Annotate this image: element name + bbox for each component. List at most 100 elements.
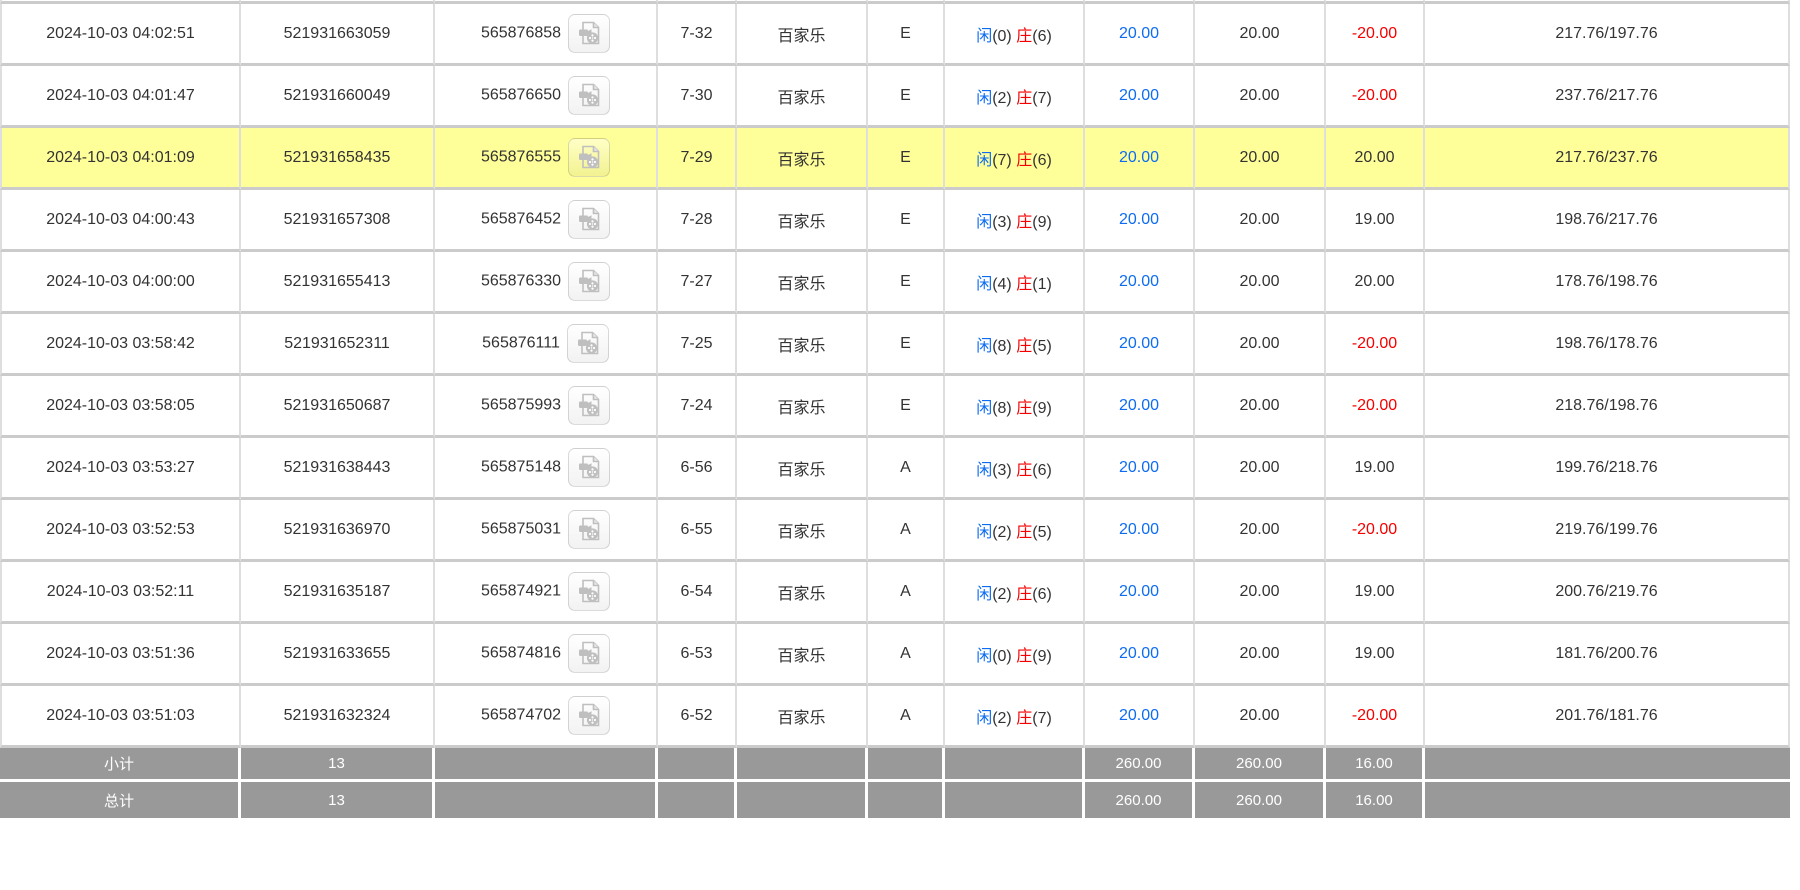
- summary-bet-amount-cell: 260.00: [1195, 782, 1326, 818]
- round-number-cell: 6-55: [658, 500, 737, 562]
- player-label: 闲: [976, 399, 993, 417]
- bet-time-cell: 2024-10-03 03:51:03: [0, 686, 241, 748]
- valid-bet-link[interactable]: 20.00: [1085, 624, 1195, 686]
- video-replay-button[interactable]: [566, 324, 609, 363]
- player-score: (0): [992, 647, 1012, 665]
- win-loss-cell: -20.00: [1326, 4, 1425, 66]
- player-score: (2): [992, 523, 1012, 541]
- win-loss-cell: -20.00: [1326, 314, 1425, 376]
- table-row[interactable]: 2024-10-03 03:53:27 521931638443 5658751…: [0, 438, 1790, 500]
- table-row[interactable]: 2024-10-03 03:52:11 521931635187 5658749…: [0, 562, 1790, 624]
- round-id-text: 565876111: [482, 334, 560, 352]
- banker-score: (5): [1032, 337, 1052, 355]
- valid-bet-link[interactable]: 20.00: [1085, 314, 1195, 376]
- round-number-cell: 6-52: [658, 686, 737, 748]
- balance-cell: 217.76/197.76: [1425, 4, 1790, 66]
- table-row[interactable]: 2024-10-03 03:58:05 521931650687 5658759…: [0, 376, 1790, 438]
- video-replay-button[interactable]: [568, 14, 611, 53]
- bet-time-cell: 2024-10-03 03:52:11: [0, 562, 241, 624]
- video-replay-icon: [579, 145, 600, 169]
- balance-cell: 198.76/217.76: [1425, 190, 1790, 252]
- valid-bet-link[interactable]: 20.00: [1085, 376, 1195, 438]
- valid-bet-link[interactable]: 20.00: [1085, 66, 1195, 128]
- balance-cell: 178.76/198.76: [1425, 252, 1790, 314]
- player-label: 闲: [976, 647, 993, 665]
- game-name-cell: 百家乐: [737, 190, 868, 252]
- player-score: (2): [992, 585, 1012, 603]
- win-loss-cell: 19.00: [1326, 562, 1425, 624]
- table-row[interactable]: 2024-10-03 04:00:43 521931657308 5658764…: [0, 190, 1790, 252]
- video-replay-icon: [579, 455, 600, 479]
- table-row[interactable]: 2024-10-03 03:52:53 521931636970 5658750…: [0, 500, 1790, 562]
- round-number-cell: 7-29: [658, 128, 737, 190]
- valid-bet-link[interactable]: 20.00: [1085, 4, 1195, 66]
- video-replay-button[interactable]: [568, 448, 611, 487]
- bet-amount-cell: 20.00: [1195, 4, 1326, 66]
- table-code-cell: E: [868, 252, 945, 314]
- video-replay-button[interactable]: [568, 76, 611, 115]
- bet-records-table: 2024-10-03 04:02:51 521931663059 5658768…: [0, 0, 1790, 818]
- valid-bet-link[interactable]: 20.00: [1085, 128, 1195, 190]
- player-label: 闲: [976, 523, 993, 541]
- table-row[interactable]: 2024-10-03 04:00:00 521931655413 5658763…: [0, 252, 1790, 314]
- video-replay-button[interactable]: [568, 262, 611, 301]
- round-id-cell: 565874921: [435, 562, 658, 624]
- banker-score: (6): [1032, 461, 1052, 479]
- win-loss-cell: -20.00: [1326, 376, 1425, 438]
- video-replay-icon: [579, 579, 600, 603]
- table-row[interactable]: 2024-10-03 04:02:51 521931663059 5658768…: [0, 4, 1790, 66]
- result-cell: 闲(8) 庄(9): [945, 376, 1085, 438]
- round-number-cell: 7-25: [658, 314, 737, 376]
- summary-valid-bet-cell: 260.00: [1085, 748, 1195, 782]
- summary-valid-bet-cell: 260.00: [1085, 782, 1195, 818]
- video-replay-button[interactable]: [568, 138, 611, 177]
- valid-bet-link[interactable]: 20.00: [1085, 438, 1195, 500]
- balance-cell: 200.76/219.76: [1425, 562, 1790, 624]
- win-loss-cell: 19.00: [1326, 624, 1425, 686]
- grand-total-row: 总计 13 260.00 260.00 16.00: [0, 782, 1790, 818]
- round-id-cell: 565874702: [435, 686, 658, 748]
- video-replay-button[interactable]: [568, 634, 611, 673]
- win-loss-cell: 20.00: [1326, 128, 1425, 190]
- bet-id-cell: 521931657308: [241, 190, 435, 252]
- result-cell: 闲(8) 庄(5): [945, 314, 1085, 376]
- round-number-cell: 7-24: [658, 376, 737, 438]
- table-row[interactable]: 2024-10-03 04:01:47 521931660049 5658766…: [0, 66, 1790, 128]
- table-code-cell: E: [868, 4, 945, 66]
- video-replay-button[interactable]: [568, 696, 611, 735]
- bet-amount-cell: 20.00: [1195, 314, 1326, 376]
- round-id-cell: 565875148: [435, 438, 658, 500]
- table-row[interactable]: 2024-10-03 04:01:09 521931658435 5658765…: [0, 128, 1790, 190]
- banker-label: 庄: [1016, 461, 1033, 479]
- video-replay-button[interactable]: [568, 572, 611, 611]
- valid-bet-link[interactable]: 20.00: [1085, 686, 1195, 748]
- game-name-cell: 百家乐: [737, 66, 868, 128]
- round-id-cell: 565876452: [435, 190, 658, 252]
- banker-label: 庄: [1016, 275, 1033, 293]
- table-row[interactable]: 2024-10-03 03:51:36 521931633655 5658748…: [0, 624, 1790, 686]
- player-score: (4): [992, 275, 1012, 293]
- video-replay-button[interactable]: [568, 200, 611, 239]
- result-cell: 闲(0) 庄(6): [945, 4, 1085, 66]
- video-replay-icon: [579, 269, 600, 293]
- summary-win-loss-cell: 16.00: [1326, 748, 1425, 782]
- table-row[interactable]: 2024-10-03 03:58:42 521931652311 5658761…: [0, 314, 1790, 376]
- bet-amount-cell: 20.00: [1195, 562, 1326, 624]
- win-loss-cell: -20.00: [1326, 66, 1425, 128]
- summary-balance-cell: [1425, 782, 1790, 818]
- video-replay-button[interactable]: [568, 510, 611, 549]
- round-id-text: 565875148: [480, 458, 562, 476]
- round-number-cell: 7-28: [658, 190, 737, 252]
- valid-bet-link[interactable]: 20.00: [1085, 500, 1195, 562]
- balance-cell: 201.76/181.76: [1425, 686, 1790, 748]
- player-score: (3): [992, 461, 1012, 479]
- video-replay-icon: [577, 331, 599, 355]
- round-number-cell: 6-56: [658, 438, 737, 500]
- round-id-text: 565876330: [480, 272, 562, 290]
- table-row[interactable]: 2024-10-03 03:51:03 521931632324 5658747…: [0, 686, 1790, 748]
- valid-bet-link[interactable]: 20.00: [1085, 190, 1195, 252]
- video-replay-button[interactable]: [568, 386, 611, 425]
- round-id-text: 565874921: [480, 582, 562, 600]
- valid-bet-link[interactable]: 20.00: [1085, 562, 1195, 624]
- valid-bet-link[interactable]: 20.00: [1085, 252, 1195, 314]
